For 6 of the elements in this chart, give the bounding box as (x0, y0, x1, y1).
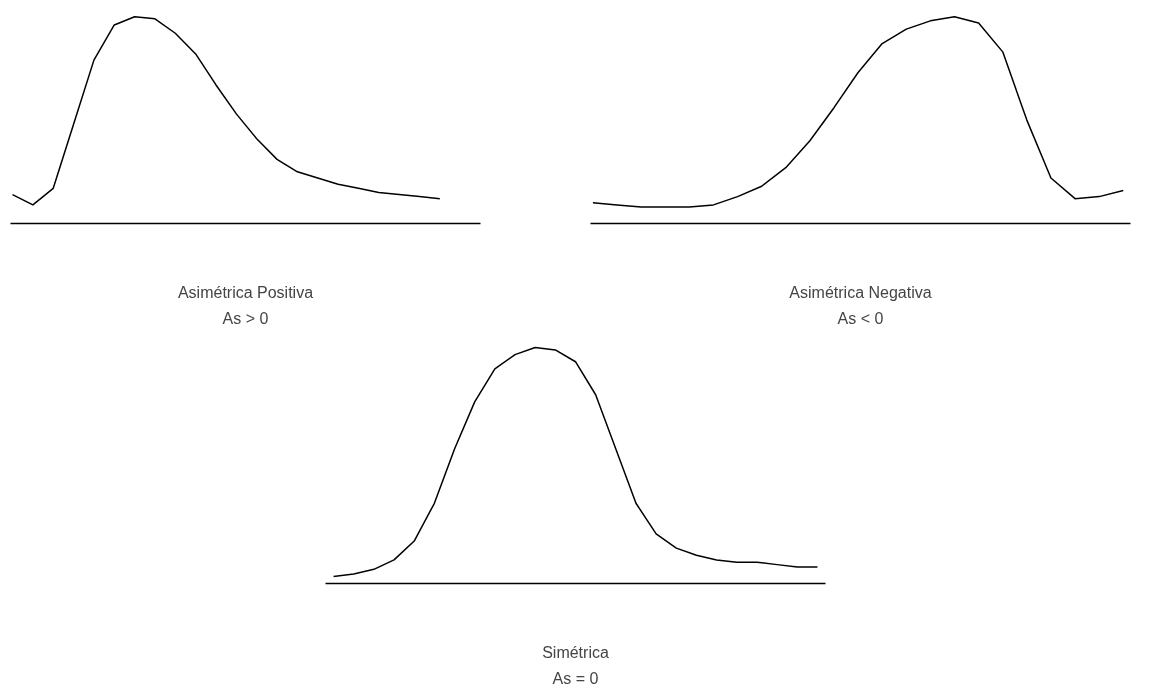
text: As = 0 (552, 669, 599, 687)
x-axis-title: Simétrica (542, 643, 609, 661)
x-axis-title: Asimétrica Negativa (789, 283, 932, 301)
x-axis-title: Asimétrica Positiva (177, 283, 314, 301)
text: As < 0 (837, 309, 884, 327)
text: As > 0 (222, 309, 269, 327)
